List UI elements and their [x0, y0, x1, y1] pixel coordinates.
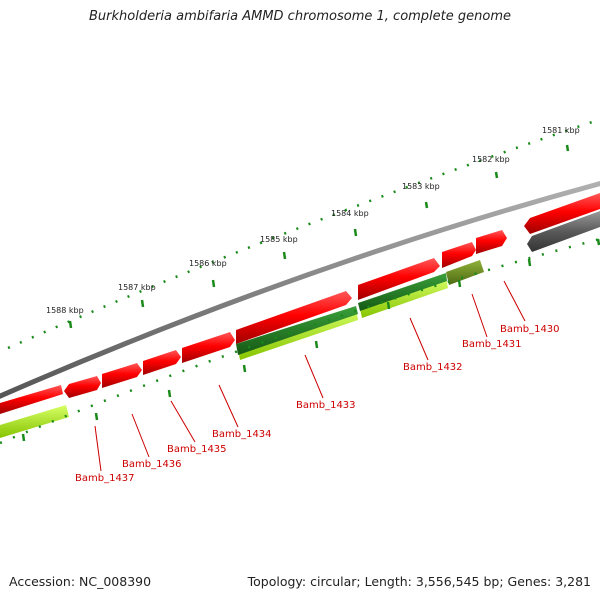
kbp-label: 1587 kbp [118, 283, 156, 292]
gene-label-bamb-1430: Bamb_1430 [500, 324, 560, 335]
blast-hit-dark [358, 273, 447, 311]
map-title: Burkholderia ambifaria AMMD chromosome 1… [88, 9, 512, 24]
kbp-label: 1582 kbp [472, 155, 510, 164]
cds-bamb-1434 [182, 332, 235, 363]
gene-label-bamb-1437: Bamb_1437 [75, 473, 135, 484]
blast-hit-track [0, 260, 484, 438]
gene-label-bamb-1432: Bamb_1432 [403, 362, 463, 373]
kbp-label: 1585 kbp [260, 235, 298, 244]
kbp-label: 1588 kbp [46, 306, 84, 315]
inner-major-ticks [21, 238, 600, 442]
outer-major-ticks [68, 144, 570, 329]
gene-label-bamb-1431: Bamb_1431 [462, 339, 522, 350]
cds-bamb-1430 [524, 193, 600, 234]
kbp-label: 1581 kbp [542, 126, 580, 135]
cds-bamb-1437 [64, 376, 101, 398]
kbp-label: 1586 kbp [189, 259, 227, 268]
kbp-label: 1584 kbp [331, 209, 369, 218]
forward-cds-track [0, 193, 600, 414]
cds-bamb-1431 [476, 230, 507, 254]
cds-bamb-1431b [442, 242, 476, 268]
inner-tick-ring [0, 237, 600, 445]
blast-hit-olive [446, 260, 484, 285]
leader-lines [94, 280, 526, 472]
accession-text: Accession: NC_008390 [9, 574, 152, 589]
kbp-label: 1583 kbp [402, 182, 440, 191]
cds-bamb-1432 [358, 258, 440, 300]
blast-hit-light [0, 405, 69, 438]
cds-bamb-1438 [0, 385, 63, 414]
gene-label-bamb-1436: Bamb_1436 [122, 459, 182, 470]
cds-bamb-1436 [102, 363, 142, 388]
cds-reverse-grey [527, 211, 600, 252]
topology-text: Topology: circular; Length: 3,556,545 bp… [247, 574, 591, 589]
blast-hit-dark [236, 306, 358, 355]
cds-bamb-1433 [236, 291, 352, 344]
gene-label-bamb-1433: Bamb_1433 [296, 400, 356, 411]
gene-label-bamb-1435: Bamb_1435 [167, 444, 227, 455]
genome-backbone [0, 180, 600, 399]
cds-bamb-1435 [143, 350, 181, 375]
gene-label-bamb-1434: Bamb_1434 [212, 429, 272, 440]
